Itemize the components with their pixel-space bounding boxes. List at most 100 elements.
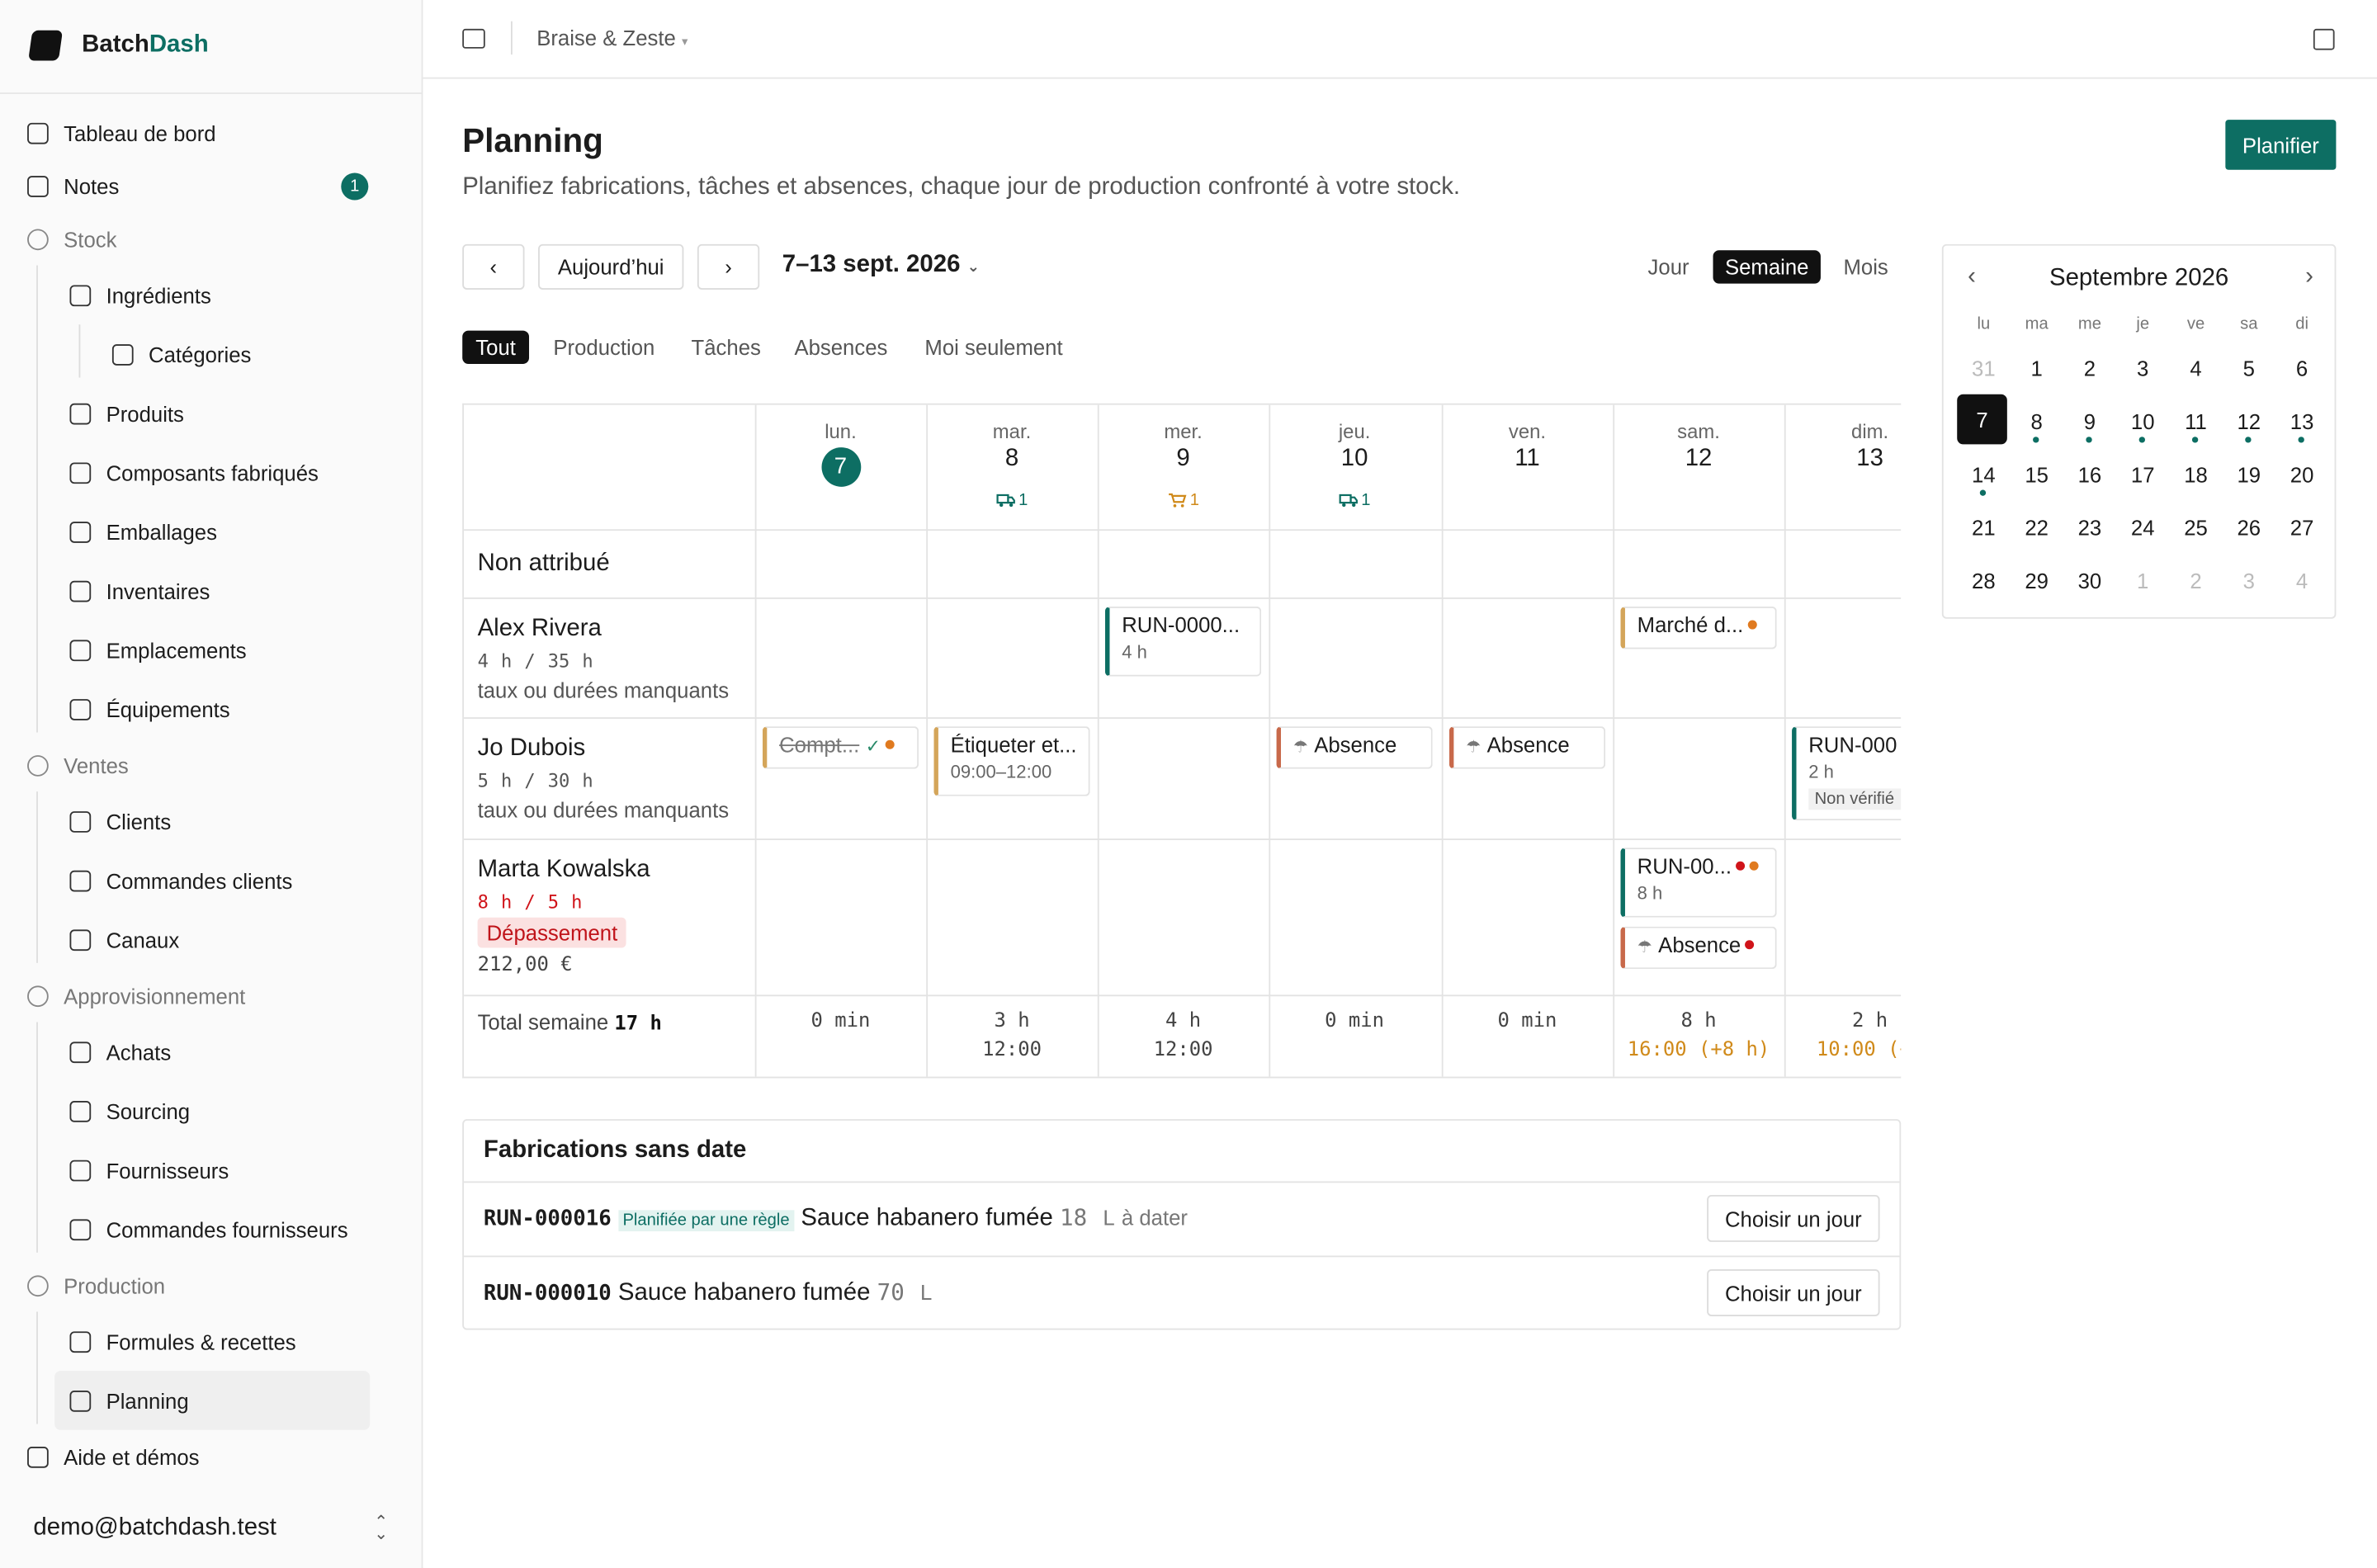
- user-menu[interactable]: demo@batchdash.test ⌃ ⌄: [0, 1494, 422, 1564]
- event-card[interactable]: RUN-000 2 h Non vérifié: [1792, 726, 1902, 821]
- mini-day[interactable]: 7: [1957, 394, 2007, 445]
- mini-day[interactable]: 6: [2275, 341, 2328, 394]
- nav-section[interactable]: Stock: [27, 212, 394, 265]
- mini-day[interactable]: 10: [2116, 394, 2169, 447]
- nav-label: Emballages: [106, 519, 217, 544]
- nav-item[interactable]: Notes 1: [27, 159, 394, 212]
- event-card[interactable]: ☂ Absence: [1448, 726, 1606, 769]
- nav-item[interactable]: Inventaires: [69, 561, 394, 621]
- mini-day[interactable]: 9: [2063, 394, 2116, 447]
- prev-button[interactable]: ‹: [462, 243, 525, 290]
- plan-button[interactable]: Planifier: [2225, 120, 2337, 170]
- mini-day[interactable]: 4: [2275, 554, 2328, 607]
- view-option[interactable]: Jour: [1647, 254, 1689, 280]
- mini-day[interactable]: 8: [2011, 394, 2063, 447]
- event-card[interactable]: Compt... ✓: [762, 726, 919, 769]
- nav-item[interactable]: Canaux: [69, 910, 394, 970]
- mini-day[interactable]: 22: [2011, 500, 2063, 553]
- mini-day[interactable]: 4: [2169, 341, 2222, 394]
- nav-item[interactable]: Produits: [69, 384, 394, 443]
- mini-day[interactable]: 28: [1957, 554, 2010, 607]
- day-number: 13: [1856, 446, 1883, 472]
- mini-day[interactable]: 16: [2063, 447, 2116, 500]
- nav-item[interactable]: Catégories: [111, 324, 395, 384]
- mini-prev[interactable]: ‹: [1968, 263, 1976, 290]
- event-card[interactable]: ☂ Absence: [1620, 926, 1777, 970]
- mini-day[interactable]: 2: [2169, 554, 2222, 607]
- mini-day[interactable]: 25: [2169, 500, 2222, 553]
- nav-item[interactable]: Sourcing: [69, 1081, 394, 1141]
- next-button[interactable]: ›: [697, 243, 760, 290]
- nav-item[interactable]: Emballages: [69, 502, 394, 561]
- mini-day[interactable]: 1: [2116, 554, 2169, 607]
- mini-day[interactable]: 12: [2223, 394, 2275, 447]
- mini-day[interactable]: 31: [1957, 341, 2010, 394]
- mini-day[interactable]: 26: [2223, 500, 2275, 553]
- nav-item[interactable]: Achats: [69, 1022, 394, 1081]
- nav-section[interactable]: Approvisionnement: [27, 969, 394, 1022]
- choose-day-button[interactable]: Choisir un jour: [1707, 1194, 1880, 1242]
- nav-item[interactable]: Ingrédients: [69, 266, 394, 325]
- mini-day[interactable]: 15: [2011, 447, 2063, 500]
- compose[interactable]: [2313, 28, 2335, 50]
- mini-day[interactable]: 24: [2116, 500, 2169, 553]
- mini-day-number: 9: [2083, 409, 2096, 433]
- filter-option[interactable]: Tout: [462, 330, 530, 365]
- indicator-count: 1: [1018, 491, 1028, 510]
- mini-day[interactable]: 11: [2169, 394, 2222, 447]
- sidebar-toggle[interactable]: [462, 28, 485, 49]
- day-hours: 8 h: [1680, 1009, 1717, 1033]
- nav-section[interactable]: Ventes: [27, 739, 394, 791]
- nav-item[interactable]: Aide et démos: [27, 1430, 394, 1483]
- mini-day[interactable]: 21: [1957, 500, 2010, 553]
- mini-day[interactable]: 5: [2223, 341, 2275, 394]
- status-dot: [1736, 861, 1746, 871]
- mini-day[interactable]: 14: [1957, 447, 2010, 500]
- mini-day[interactable]: 27: [2275, 500, 2328, 553]
- nav-item[interactable]: Fournisseurs: [69, 1141, 394, 1200]
- range-picker[interactable]: 7–13 sept. 2026 ⌄: [782, 252, 981, 278]
- nav-item[interactable]: Clients: [69, 791, 394, 851]
- nav-label: Achats: [106, 1039, 172, 1065]
- event-card[interactable]: Marché d...: [1620, 607, 1777, 649]
- view-option[interactable]: Mois: [1843, 254, 1888, 280]
- filter-option[interactable]: Absences: [794, 335, 888, 360]
- nav-item[interactable]: Composants fabriqués: [69, 443, 394, 503]
- event-card[interactable]: Étiqueter et... 09:00–12:00: [933, 726, 1090, 796]
- event-line: ☂ Absence: [1637, 933, 1763, 956]
- view-option[interactable]: Semaine: [1713, 250, 1821, 284]
- mini-day[interactable]: 18: [2169, 447, 2222, 500]
- nav-item[interactable]: Planning: [54, 1371, 371, 1430]
- mini-day[interactable]: 13: [2275, 394, 2328, 447]
- filter-option[interactable]: Tâches: [691, 335, 761, 360]
- mini-day[interactable]: 2: [2063, 341, 2116, 394]
- mini-day[interactable]: 1: [2011, 341, 2063, 394]
- mini-day[interactable]: 23: [2063, 500, 2116, 553]
- absence-icon: ☂: [1466, 738, 1481, 757]
- event-sub: 8 h: [1637, 882, 1663, 904]
- today-button[interactable]: Aujourd’hui: [538, 243, 684, 290]
- mini-day[interactable]: 17: [2116, 447, 2169, 500]
- filter-option[interactable]: Production: [553, 335, 655, 360]
- mini-day[interactable]: 3: [2223, 554, 2275, 607]
- mini-day[interactable]: 29: [2011, 554, 2063, 607]
- mini-next[interactable]: ›: [2305, 263, 2313, 290]
- nav-item[interactable]: Formules & recettes: [69, 1311, 394, 1371]
- event-card[interactable]: ☂ Absence: [1276, 726, 1433, 769]
- filter-option[interactable]: Moi seulement: [924, 335, 1063, 360]
- nav-item[interactable]: Commandes fournisseurs: [69, 1199, 394, 1259]
- nav-item[interactable]: Tableau de bord: [27, 106, 394, 159]
- choose-day-button[interactable]: Choisir un jour: [1707, 1269, 1880, 1316]
- mini-day[interactable]: 19: [2223, 447, 2275, 500]
- event-card[interactable]: RUN-0000... 4 h: [1104, 607, 1262, 677]
- nav-item[interactable]: Équipements: [69, 679, 394, 739]
- mini-day[interactable]: 20: [2275, 447, 2328, 500]
- mini-day[interactable]: 3: [2116, 341, 2169, 394]
- nav-item[interactable]: Commandes clients: [69, 851, 394, 910]
- workspace[interactable]: Braise & Zeste ▾: [536, 26, 688, 50]
- mini-day[interactable]: 30: [2063, 554, 2116, 607]
- nav-section[interactable]: Production: [27, 1259, 394, 1311]
- event-card[interactable]: RUN-00... 8 h: [1620, 848, 1777, 918]
- nav-item[interactable]: Emplacements: [69, 621, 394, 680]
